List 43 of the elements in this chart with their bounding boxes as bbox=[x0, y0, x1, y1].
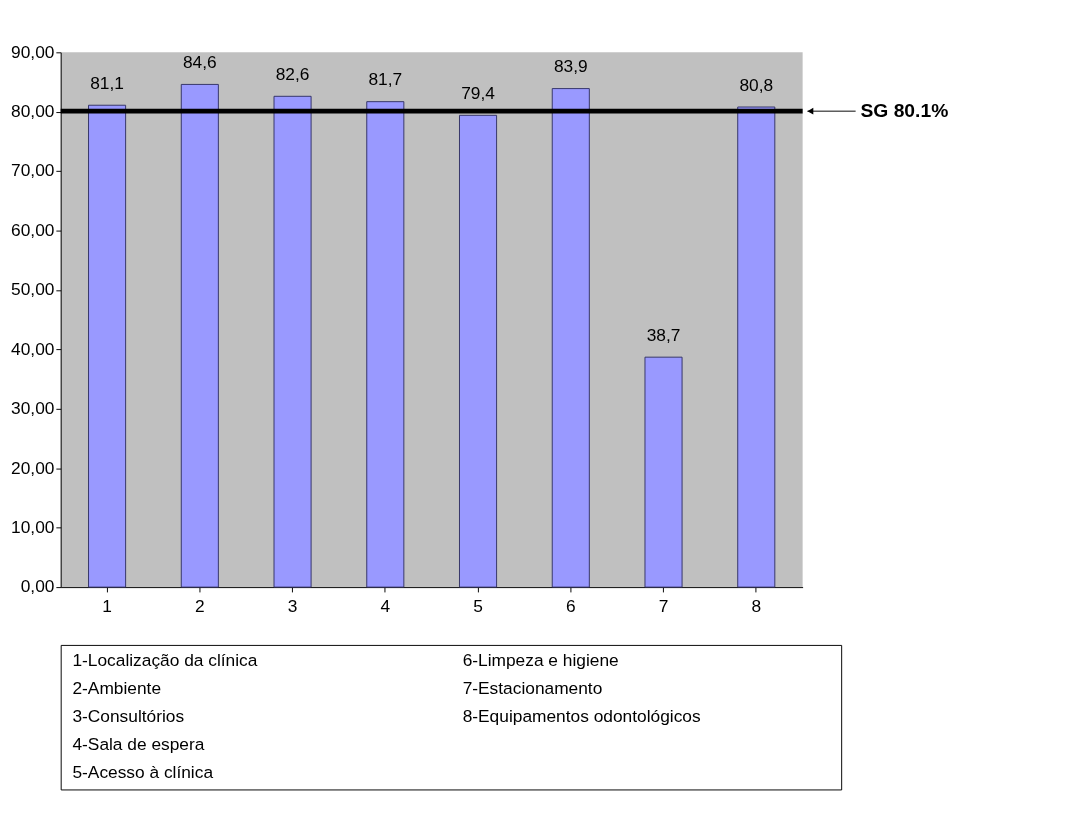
text: 5-Acesso à clínica bbox=[72, 761, 214, 782]
data-label: 82,6 bbox=[275, 63, 310, 84]
text: 3-Consultórios bbox=[72, 706, 185, 727]
x-tick-label: 3 bbox=[287, 595, 298, 616]
text: 1-Localização da clínica bbox=[72, 650, 258, 671]
data-label: 84,6 bbox=[182, 52, 217, 73]
text: 6-Limpeza e higiene bbox=[462, 650, 619, 671]
x-tick-label: 8 bbox=[751, 595, 762, 616]
data-label: 81,1 bbox=[90, 72, 124, 93]
y-tick-label: 70,00 bbox=[11, 160, 55, 181]
y-tick-label: 40,00 bbox=[11, 338, 55, 359]
x-tick-label: 2 bbox=[195, 595, 205, 616]
x-tick-label: 6 bbox=[565, 595, 576, 616]
bar bbox=[88, 104, 127, 588]
data-label: 38,7 bbox=[646, 324, 681, 345]
y-tick-label: 30,00 bbox=[11, 398, 55, 419]
data-label: 81,7 bbox=[368, 69, 403, 90]
bar bbox=[180, 83, 219, 588]
text: 2-Ambiente bbox=[72, 678, 162, 699]
y-tick-label: 50,00 bbox=[11, 279, 55, 300]
y-tick-label: 90,00 bbox=[11, 41, 55, 62]
text: 7-Estacionamento bbox=[462, 678, 603, 699]
bar bbox=[366, 101, 405, 588]
y-tick-label: 60,00 bbox=[11, 219, 55, 240]
y-tick-label: 10,00 bbox=[11, 516, 55, 537]
y-tick-label: 0,00 bbox=[20, 576, 55, 597]
bar bbox=[644, 356, 683, 588]
x-tick-label: 4 bbox=[380, 595, 391, 616]
bar bbox=[273, 95, 312, 588]
data-label: 79,4 bbox=[461, 82, 496, 103]
x-tick-label: 7 bbox=[658, 595, 669, 616]
bar bbox=[737, 106, 776, 588]
data-label: 83,9 bbox=[553, 56, 588, 77]
y-tick-label: 20,00 bbox=[11, 457, 55, 478]
y-tick-label: 80,00 bbox=[11, 101, 55, 122]
bar bbox=[459, 114, 498, 588]
x-tick-label: 1 bbox=[102, 595, 112, 616]
data-label: 80,8 bbox=[739, 74, 774, 95]
text: 8-Equipamentos odontológicos bbox=[462, 706, 701, 727]
text: 4-Sala de espera bbox=[72, 733, 205, 754]
x-tick-label: 5 bbox=[473, 595, 483, 616]
bar bbox=[551, 88, 590, 588]
ref-line-label: SG 80.1% bbox=[860, 99, 949, 121]
